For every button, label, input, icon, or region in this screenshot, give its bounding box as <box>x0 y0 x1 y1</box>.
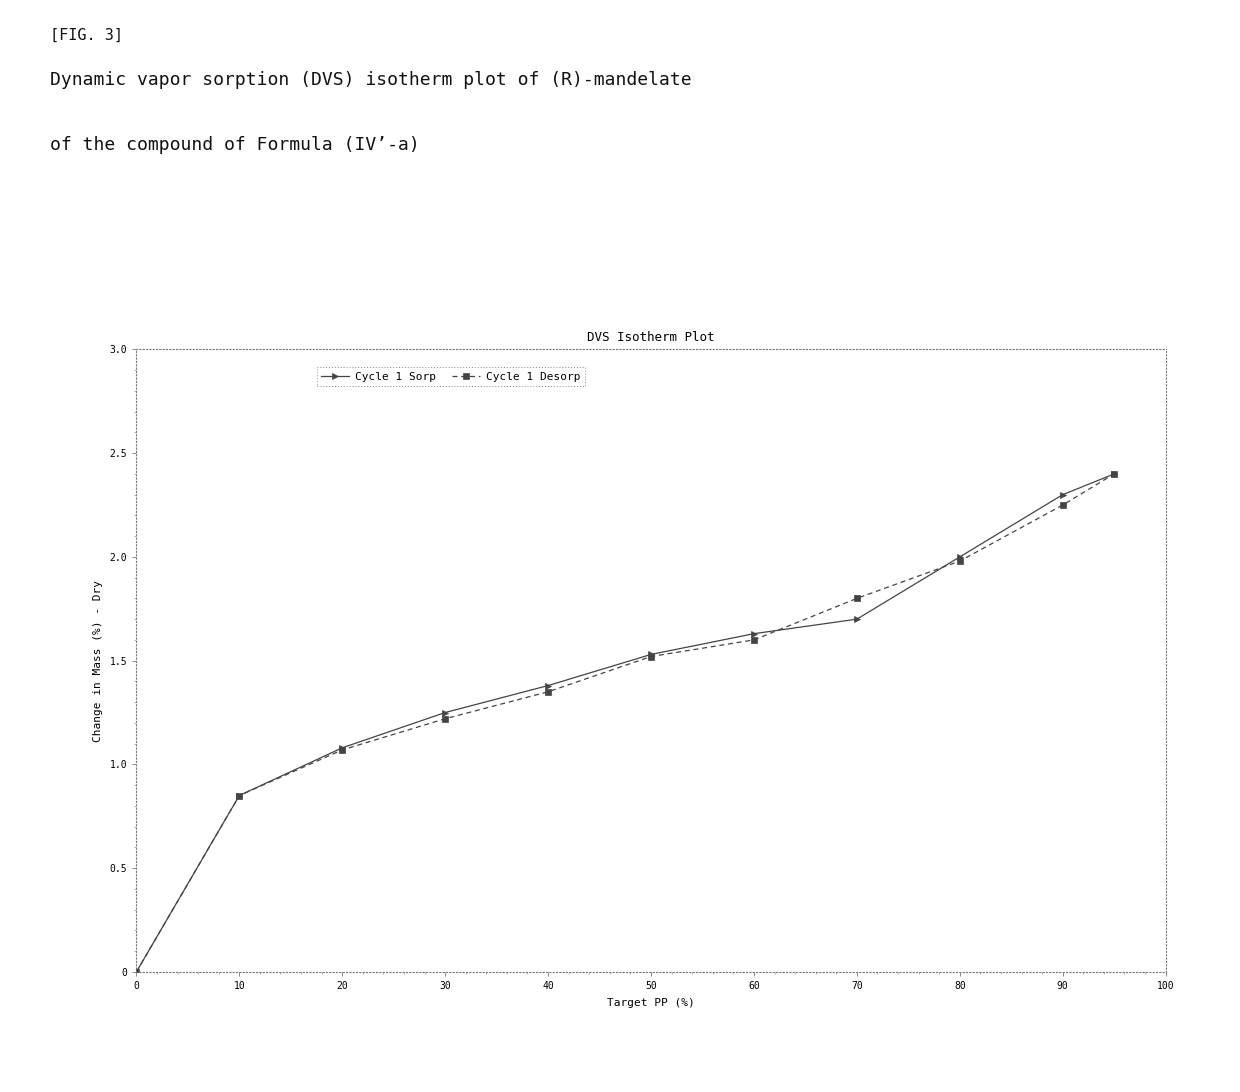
Line: Cycle 1 Sorp: Cycle 1 Sorp <box>133 471 1117 975</box>
Cycle 1 Sorp <box>335 741 350 755</box>
X-axis label: Target PP (%): Target PP (%) <box>608 998 694 1008</box>
Cycle 1 Desorp <box>438 712 453 725</box>
Cycle 1 Desorp <box>952 555 967 568</box>
Cycle 1 Desorp <box>541 686 556 699</box>
Cycle 1 Desorp <box>1106 467 1121 480</box>
Cycle 1 Desorp <box>1055 498 1070 511</box>
Legend: Cycle 1 Sorp, Cycle 1 Desorp: Cycle 1 Sorp, Cycle 1 Desorp <box>317 367 584 387</box>
Line: Cycle 1 Desorp: Cycle 1 Desorp <box>133 471 1117 975</box>
Y-axis label: Change in Mass (%) - Dry: Change in Mass (%) - Dry <box>93 580 103 741</box>
Text: [FIG. 3]: [FIG. 3] <box>50 27 123 43</box>
Title: DVS Isotherm Plot: DVS Isotherm Plot <box>588 331 714 344</box>
Cycle 1 Desorp <box>232 788 247 802</box>
Cycle 1 Sorp <box>232 788 247 802</box>
Text: of the compound of Formula (IV’-a): of the compound of Formula (IV’-a) <box>50 136 419 154</box>
Cycle 1 Desorp <box>849 592 864 605</box>
Cycle 1 Sorp <box>1106 467 1121 480</box>
Text: Dynamic vapor sorption (DVS) isotherm plot of (R)-mandelate: Dynamic vapor sorption (DVS) isotherm pl… <box>50 71 691 88</box>
Cycle 1 Sorp <box>849 613 864 626</box>
Cycle 1 Sorp <box>952 550 967 563</box>
Cycle 1 Sorp <box>541 679 556 692</box>
Cycle 1 Desorp <box>129 965 144 978</box>
Cycle 1 Desorp <box>335 744 350 757</box>
Cycle 1 Sorp <box>644 648 658 661</box>
Cycle 1 Sorp <box>746 627 761 640</box>
Cycle 1 Desorp <box>746 633 761 646</box>
Cycle 1 Desorp <box>644 650 658 663</box>
Cycle 1 Sorp <box>129 965 144 978</box>
Cycle 1 Sorp <box>1055 488 1070 501</box>
Cycle 1 Sorp <box>438 707 453 720</box>
